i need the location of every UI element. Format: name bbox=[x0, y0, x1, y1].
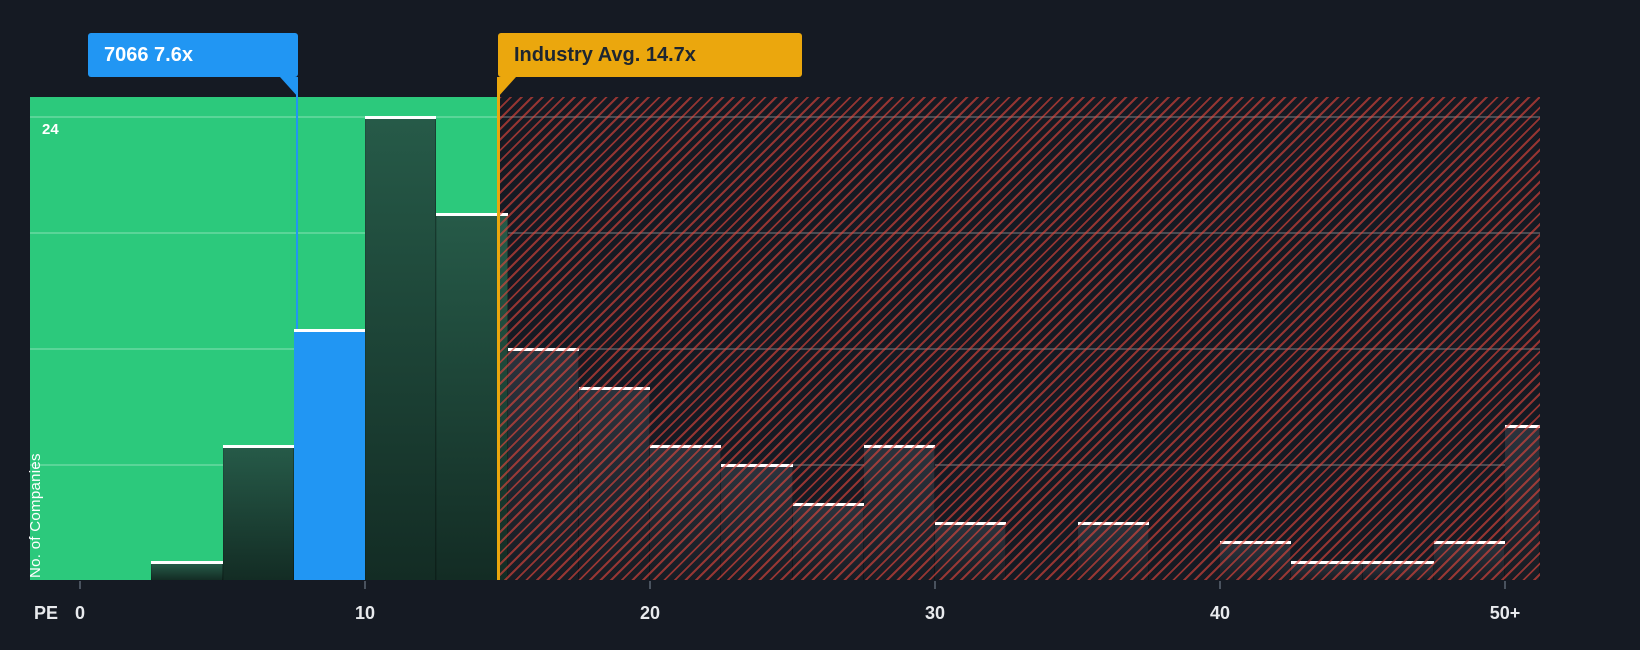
x-axis-tickmark bbox=[1219, 581, 1221, 589]
x-axis-tick-label: 20 bbox=[639, 603, 661, 623]
x-axis-tickmark bbox=[1504, 581, 1506, 589]
x-axis-tickmark bbox=[364, 581, 366, 589]
histogram-bar[interactable] bbox=[436, 212, 508, 580]
x-axis-tick-label: 10 bbox=[354, 603, 376, 623]
company-pe-callout-text: 7066 7.6x bbox=[104, 43, 193, 66]
plot-area: 24 No. of Companies bbox=[27, 77, 1540, 580]
x-axis-name: PE bbox=[34, 603, 59, 623]
industry-avg-callout-text: Industry Avg. 14.7x bbox=[514, 43, 696, 66]
y-axis-max-label: 24 bbox=[42, 121, 59, 138]
company-pe-callout[interactable]: 7066 7.6x bbox=[88, 33, 298, 97]
x-axis-tick-label: 30 bbox=[924, 603, 946, 623]
x-axis-tickmark bbox=[934, 581, 936, 589]
industry-avg-callout[interactable]: Industry Avg. 14.7x bbox=[498, 33, 802, 97]
company-marker-line bbox=[295, 77, 298, 329]
y-axis-title: No. of Companies bbox=[27, 453, 44, 578]
histogram-bar[interactable] bbox=[222, 444, 294, 580]
x-axis-tick-label: 0 bbox=[74, 603, 86, 623]
histogram-bar[interactable] bbox=[365, 116, 437, 580]
x-axis-tickmark bbox=[79, 581, 81, 589]
x-axis: PE 0 10 20 30 40 50+ bbox=[0, 597, 1640, 633]
x-axis-tick-label: 50+ bbox=[1489, 603, 1521, 623]
histogram-bar[interactable] bbox=[151, 560, 223, 580]
x-axis-tick-label: 40 bbox=[1209, 603, 1231, 623]
company-bar[interactable] bbox=[293, 328, 365, 580]
above-average-hatch-zone bbox=[498, 97, 1540, 580]
industry-average-line bbox=[497, 77, 501, 580]
x-axis-tickmark bbox=[649, 581, 651, 589]
